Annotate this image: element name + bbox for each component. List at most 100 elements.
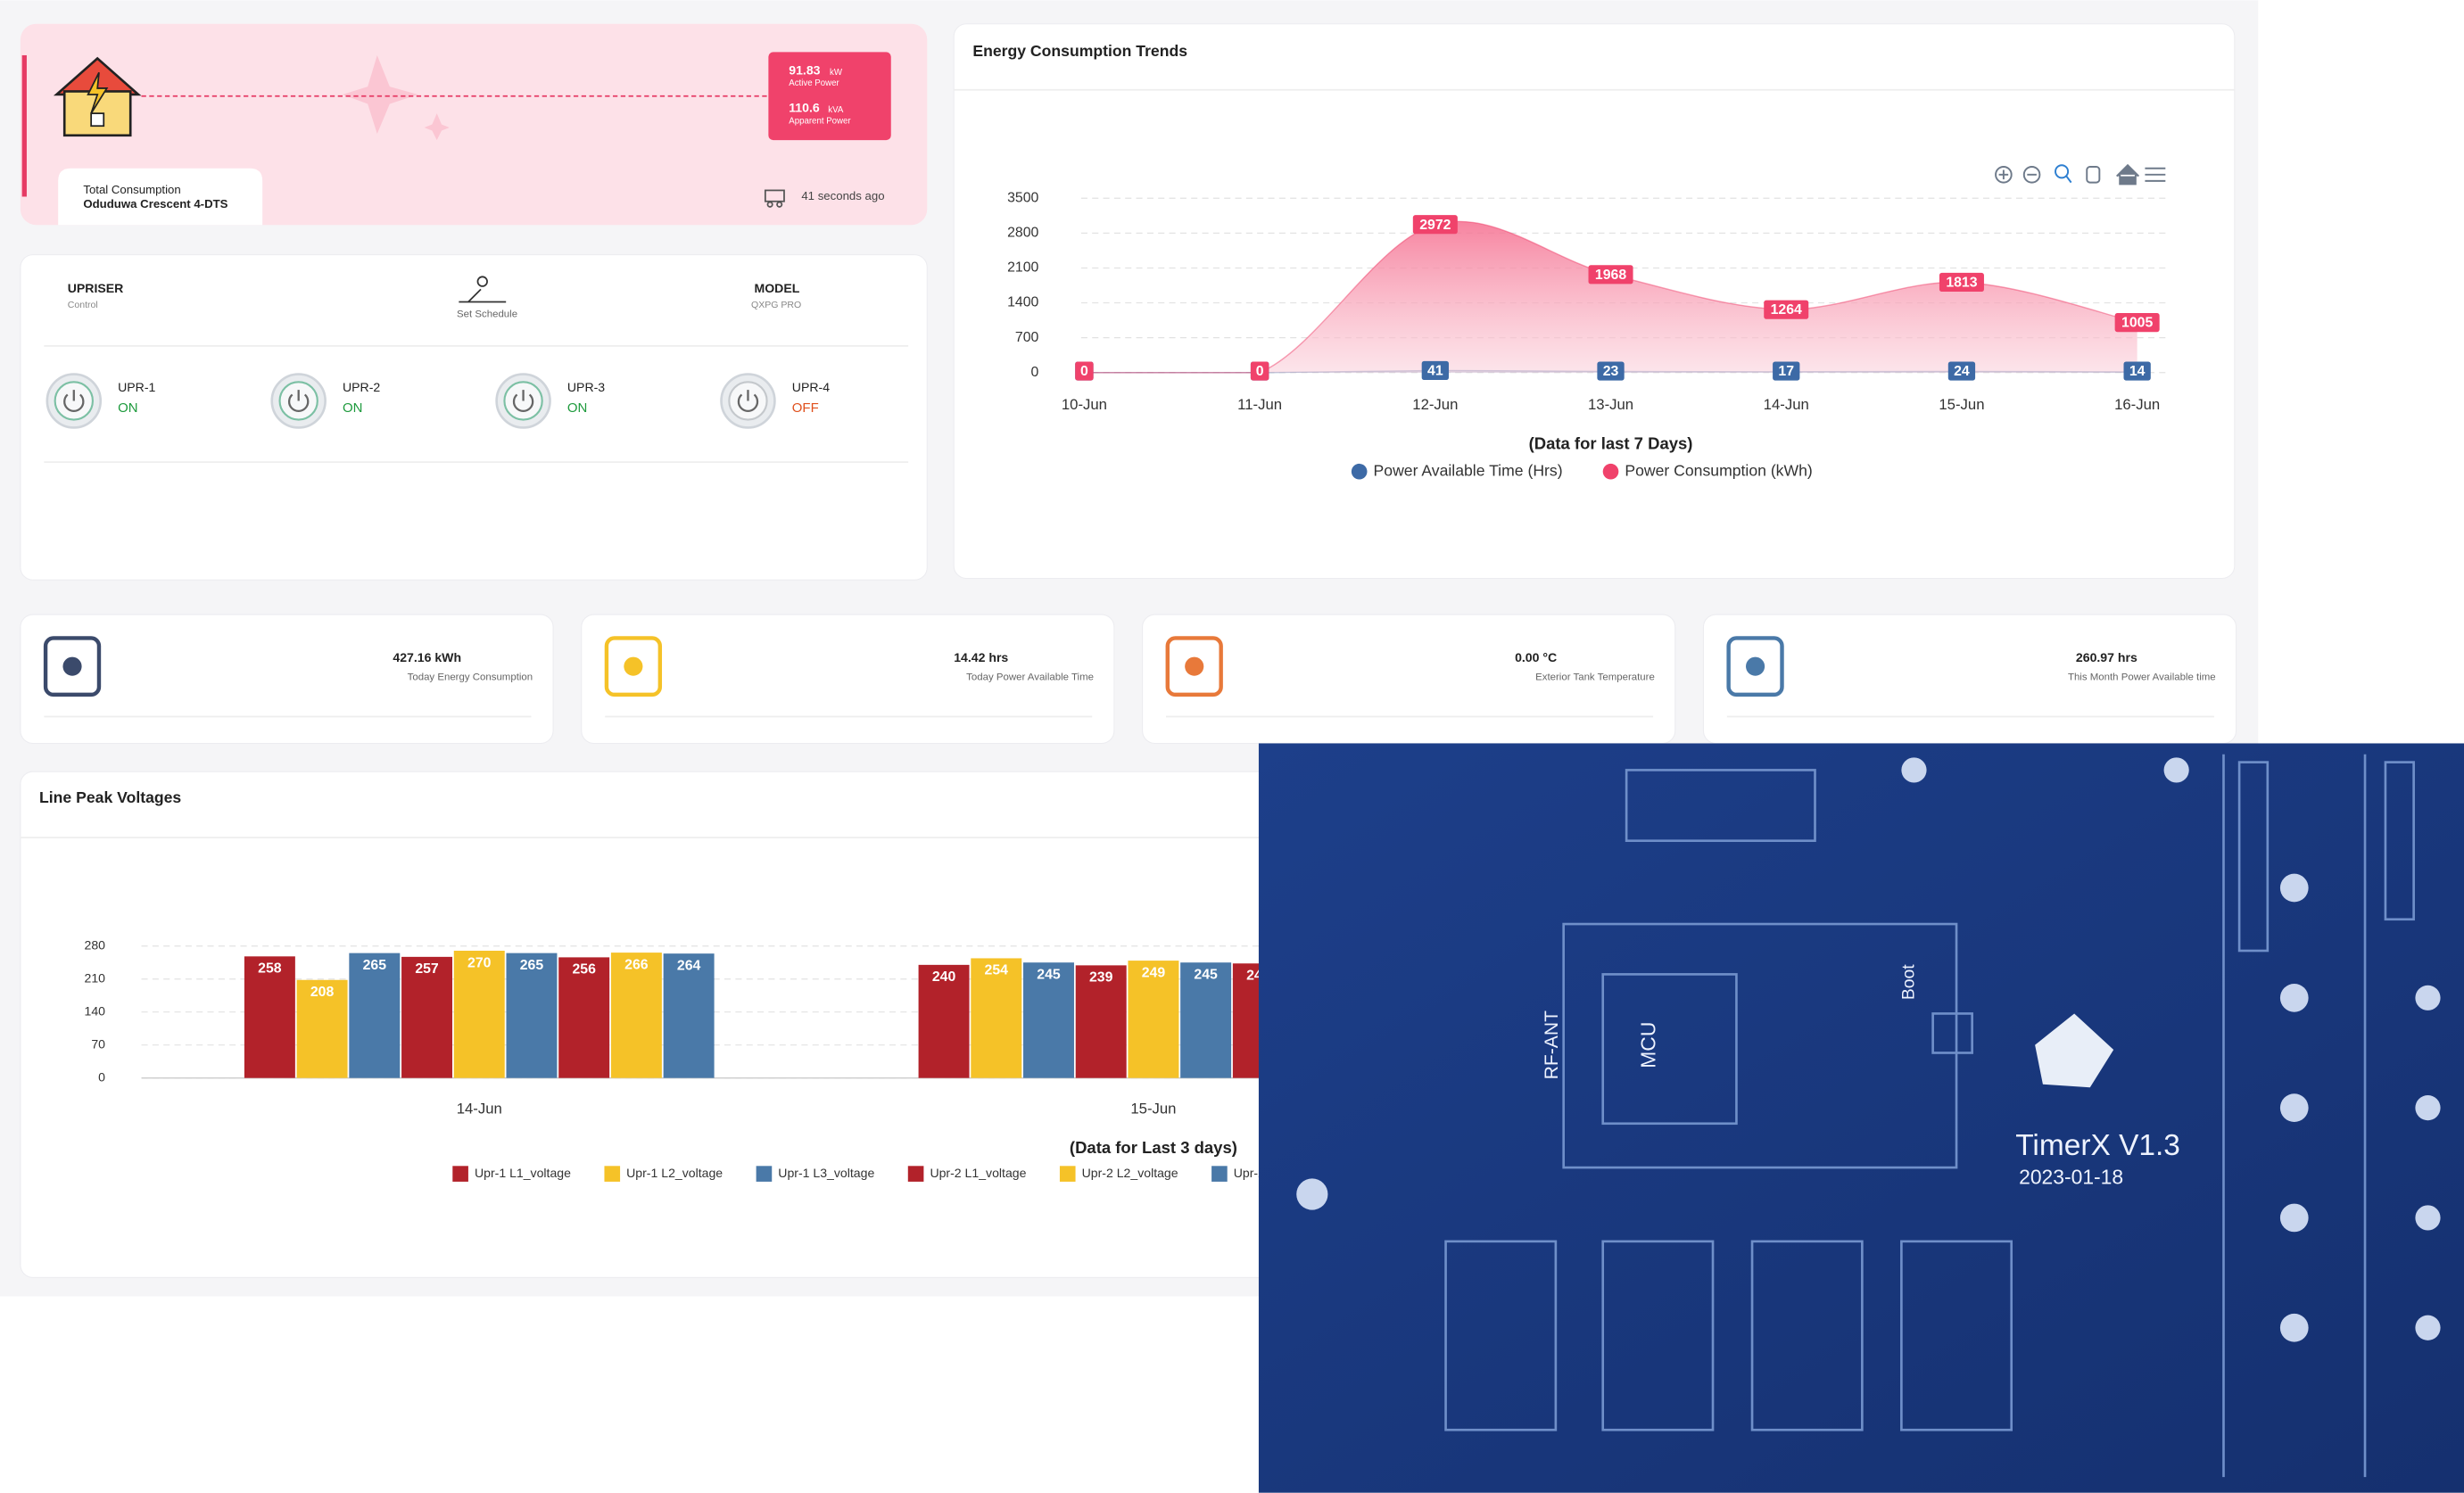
chart-toolbar[interactable]	[1995, 163, 2166, 186]
y-tick-label: 0	[1031, 365, 1039, 380]
data-label: 1968	[1595, 268, 1626, 283]
chip-label: MCU	[1637, 1022, 1660, 1068]
x-tick-label: 10-Jun	[1062, 396, 1107, 413]
bar	[453, 950, 505, 1078]
control-card	[20, 254, 928, 581]
bar	[663, 953, 715, 1078]
bar	[558, 957, 610, 1078]
x-tick-label: 14-Jun	[1764, 396, 1809, 413]
upriser-name: UPR-4	[792, 380, 830, 394]
y-tick-label: 210	[85, 970, 106, 985]
bar	[296, 979, 348, 1078]
data-label: 257	[415, 961, 439, 977]
schedule-label[interactable]: Set Schedule	[457, 309, 517, 320]
sparkle	[424, 113, 450, 141]
area	[1084, 221, 2137, 373]
x-axis-label: (Data for last 7 Days)	[1529, 434, 1693, 453]
data-label: 0	[1256, 364, 1264, 379]
stat-label: Today Energy Consumption	[408, 672, 533, 683]
stat-value: 260.97 hrs	[2076, 650, 2137, 664]
stat-icon	[43, 636, 102, 697]
legend-marker	[1059, 1166, 1076, 1182]
model-title: MODEL	[755, 281, 800, 295]
data-label-box	[1588, 265, 1633, 285]
stat-value: 14.42 hrs	[954, 650, 1008, 664]
data-label: 14	[2129, 364, 2146, 379]
data-label: 1813	[1946, 276, 1977, 291]
stat-value: 0.00 °C	[1515, 650, 1557, 664]
bar	[349, 953, 401, 1078]
upriser-status: ON	[118, 400, 137, 416]
legend-label: Upr-1 L2_voltage	[626, 1166, 723, 1180]
schedule-icon[interactable]	[459, 276, 507, 303]
active-power-value: 91.83	[789, 62, 820, 77]
antenna-label: RF-ANT	[1542, 1010, 1562, 1080]
data-label: 254	[985, 963, 1009, 978]
apparent-power-unit: kVA	[828, 105, 844, 115]
apparent-power-label: Apparent Power	[789, 116, 851, 126]
legend-marker	[604, 1166, 621, 1182]
power-symbol[interactable]	[63, 390, 85, 412]
data-label-box	[1773, 361, 1800, 381]
x-tick-label: 12-Jun	[1412, 396, 1458, 413]
upriser-status: ON	[567, 400, 587, 416]
stat-label: Exterior Tank Temperature	[1535, 672, 1655, 683]
bar	[1180, 962, 1232, 1078]
stat-icon	[604, 636, 663, 697]
data-label: 239	[1089, 970, 1113, 986]
data-label: 245	[1194, 967, 1218, 982]
upriser-title: UPRISER	[68, 281, 124, 295]
x-tick-label: 14-Jun	[457, 1100, 502, 1117]
data-label: 24	[1954, 364, 1970, 379]
data-label-box	[1250, 361, 1269, 381]
apparent-power-value: 110.6	[789, 101, 820, 115]
upriser-name: UPR-1	[118, 380, 155, 394]
y-tick-label: 140	[85, 1003, 106, 1018]
bar	[506, 953, 558, 1078]
data-label-box	[1597, 361, 1625, 381]
upriser-status: ON	[343, 400, 362, 416]
power-symbol[interactable]	[737, 390, 759, 412]
boot-label: Boot	[1898, 964, 1918, 1000]
stat-label: This Month Power Available time	[2068, 672, 2216, 683]
active-power-unit: kW	[830, 68, 843, 78]
bar	[971, 958, 1022, 1078]
stat-value: 427.16 kWh	[393, 650, 461, 664]
bar	[1128, 961, 1179, 1078]
legend-marker	[1351, 463, 1368, 480]
location-tab	[58, 168, 263, 226]
power-symbol[interactable]	[512, 390, 534, 412]
stat-card	[20, 614, 554, 745]
chart-title: Energy Consumption Trends	[972, 42, 1187, 60]
update-icon	[764, 189, 785, 208]
y-tick-label: 0	[98, 1069, 105, 1084]
power-symbol[interactable]	[288, 390, 310, 412]
upriser-list: UPR-1 ON UPR-2 ON UPR-3 ON UPR-4 OFF	[45, 373, 830, 429]
upriser-sub: Control	[68, 300, 98, 310]
stat-icon-dot	[624, 656, 643, 676]
data-label: 240	[932, 969, 956, 985]
sparkle	[343, 54, 418, 135]
data-label: 265	[363, 958, 387, 973]
pcb-photo: TimerX V1.3 2023-01-18 MCU RF-ANT Boot	[1258, 743, 2464, 1493]
bar	[610, 953, 662, 1078]
legend-marker	[1211, 1166, 1228, 1182]
x-axis-label: (Data for Last 3 days)	[1070, 1138, 1237, 1157]
stat-icon-dot	[62, 656, 82, 676]
legend-label: Power Consumption (kWh)	[1625, 461, 1812, 479]
data-label: 0	[1080, 364, 1088, 379]
stat-cards: 427.16 kWh Today Energy Consumption 14.42 …	[20, 614, 2237, 745]
bar	[1075, 965, 1127, 1078]
data-label-box	[1412, 215, 1458, 235]
board-name: TimerX V1.3	[2015, 1129, 2180, 1162]
accent-bar	[21, 54, 27, 197]
legend-label: Upr-1 L1_voltage	[475, 1166, 571, 1180]
legend-label: Upr-1 L3_voltage	[778, 1166, 874, 1180]
data-label-box	[2114, 313, 2160, 333]
y-tick-label: 1400	[1007, 295, 1038, 310]
x-tick-label: 15-Jun	[1939, 396, 1984, 413]
data-label: 17	[1778, 364, 1794, 379]
legend-label: Power Available Time (Hrs)	[1374, 461, 1563, 479]
legend-label: Upr-2 L1_voltage	[930, 1166, 1026, 1180]
